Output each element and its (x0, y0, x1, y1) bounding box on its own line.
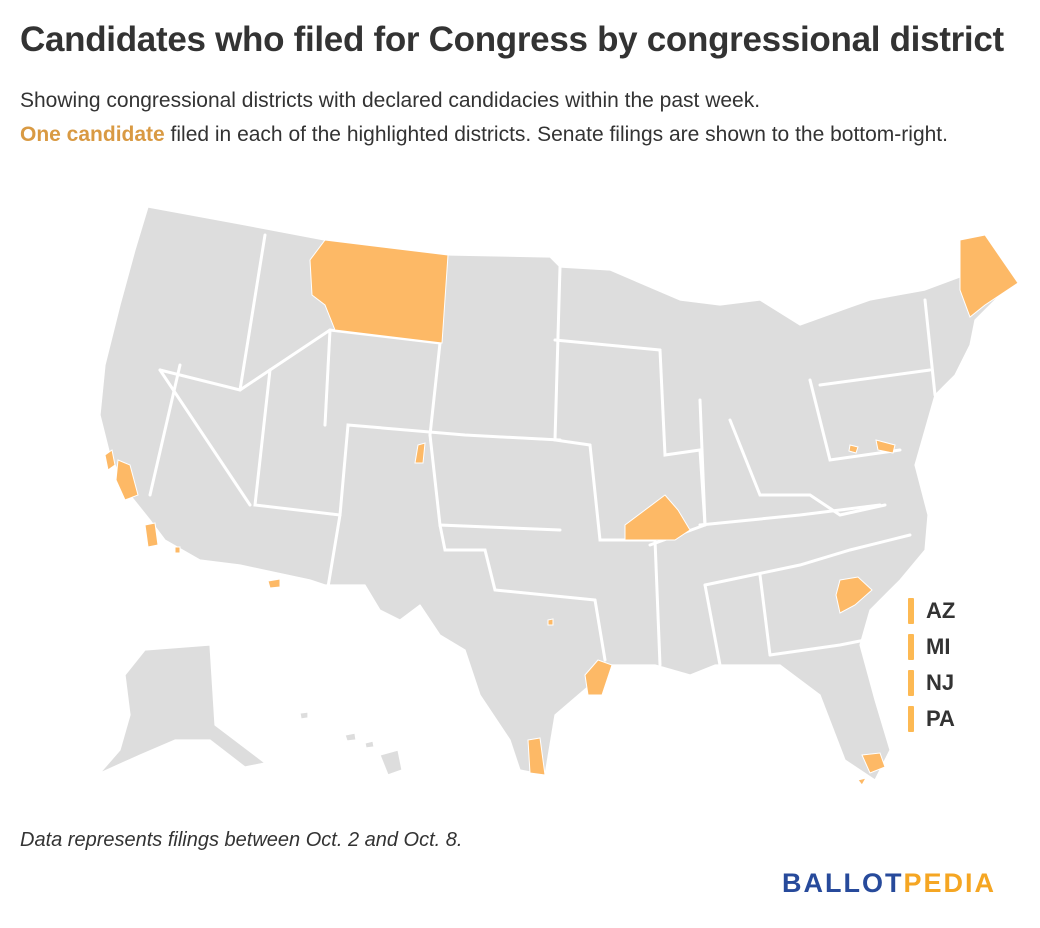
legend-swatch (908, 670, 914, 696)
district-ca-bay (104, 449, 116, 471)
subtitle-rest: filed in each of the highlighted distric… (164, 123, 948, 146)
chart-title: Candidates who filed for Congress by con… (20, 20, 1004, 59)
district-arizona (267, 578, 281, 589)
district-ca-south-2 (174, 546, 181, 554)
district-ca-central (115, 459, 139, 501)
district-montana (309, 239, 449, 344)
legend-label: NJ (926, 670, 955, 695)
legend-swatch (908, 706, 914, 732)
senate-legend: AZ MI NJ PA (908, 593, 955, 737)
chart-subtitle: Showing congressional districts with dec… (20, 84, 980, 152)
legend-item: AZ (908, 593, 955, 629)
hawaii-kauai (299, 711, 309, 720)
legend-item: MI (908, 629, 955, 665)
district-florida-keys (857, 777, 868, 786)
ballotpedia-logo: BALLOTPEDIA (782, 868, 996, 899)
district-ca-south (144, 522, 159, 548)
district-tx-south (527, 737, 546, 776)
alaska (99, 644, 266, 774)
legend-label: PA (926, 706, 955, 731)
legend-swatch (908, 598, 914, 624)
hawaii-maui (364, 740, 375, 749)
subtitle-line-1: Showing congressional districts with dec… (20, 89, 761, 112)
district-tx-houston (584, 659, 613, 696)
legend-item: NJ (908, 665, 955, 701)
district-colorado (414, 442, 426, 464)
data-note: Data represents filings between Oct. 2 a… (20, 829, 463, 851)
us-map-svg (99, 206, 1019, 786)
us-contiguous (99, 206, 1016, 781)
district-south-carolina (835, 576, 873, 614)
hawaii (379, 749, 403, 776)
district-tx-central (547, 618, 554, 626)
district-maine (959, 234, 1019, 318)
legend-label: AZ (926, 598, 956, 623)
legend-item: PA (908, 701, 955, 737)
logo-part-1: BALLOT (782, 868, 904, 898)
district-maryland (875, 439, 896, 454)
us-map (0, 195, 1040, 810)
district-maryland-2 (848, 444, 859, 454)
logo-part-2: PEDIA (903, 868, 997, 898)
highlighted-districts (104, 234, 1019, 786)
legend-swatch (908, 634, 914, 660)
subtitle-highlight: One candidate (20, 123, 165, 146)
legend-label: MI (926, 634, 951, 659)
hawaii-oahu (344, 732, 357, 742)
district-kentucky (624, 494, 691, 541)
district-florida (861, 752, 886, 774)
